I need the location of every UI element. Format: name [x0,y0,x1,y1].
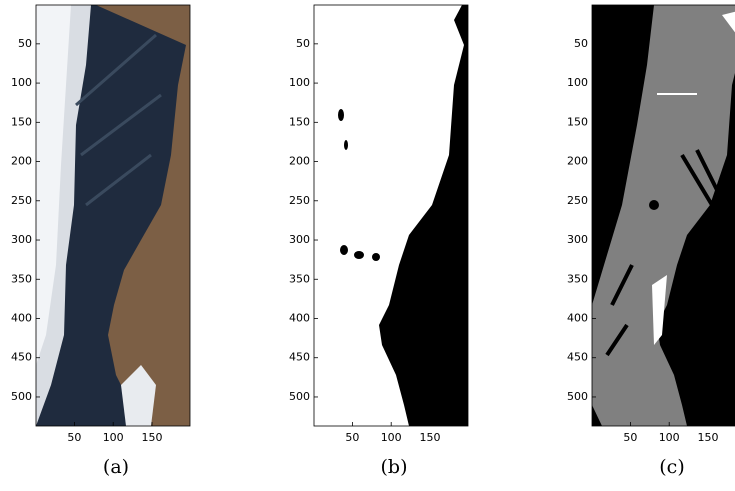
y-tick-label: 150 [567,115,588,128]
y-tick-label: 200 [11,155,32,168]
x-tick-label: 100 [659,431,680,444]
y-tick-label: 500 [11,390,32,403]
x-tick-label: 150 [419,431,440,444]
x-tick-label: 150 [141,431,162,444]
y-tick-label: 450 [567,351,588,364]
y-tick-label: 250 [11,194,32,207]
y-tick-label: 150 [289,115,310,128]
y-tick-label: 300 [567,233,588,246]
x-tick-label: 50 [623,431,637,444]
y-tick-label: 350 [11,272,32,285]
y-tick-label: 150 [11,115,32,128]
x-tick-label: 150 [697,431,718,444]
y-tick-label: 450 [289,351,310,364]
y-tick-label: 350 [567,272,588,285]
panel-caption: (a) [103,456,129,478]
x-tick-label: 50 [345,431,359,444]
y-tick-label: 50 [18,37,32,50]
y-tick-label: 50 [296,37,310,50]
y-tick-label: 100 [11,76,32,89]
y-tick-label: 250 [567,194,588,207]
y-tick-label: 100 [567,76,588,89]
y-tick-label: 400 [289,311,310,324]
x-tick-label: 100 [381,431,402,444]
y-tick-label: 300 [11,233,32,246]
y-tick-label: 200 [567,155,588,168]
panel-caption: (b) [381,456,408,478]
y-tick-label: 50 [574,37,588,50]
y-tick-label: 300 [289,233,310,246]
panel-caption: (c) [659,456,684,478]
y-tick-label: 250 [289,194,310,207]
x-tick-label: 50 [67,431,81,444]
binary-mask [314,5,468,426]
y-tick-label: 500 [567,390,588,403]
y-tick-label: 450 [11,351,32,364]
y-tick-label: 500 [289,390,310,403]
y-tick-label: 350 [289,272,310,285]
x-tick-label: 100 [103,431,124,444]
y-tick-label: 200 [289,155,310,168]
class-map [592,5,735,426]
y-tick-label: 400 [11,311,32,324]
y-tick-label: 100 [289,76,310,89]
satellite-image [36,5,190,426]
y-tick-label: 400 [567,311,588,324]
